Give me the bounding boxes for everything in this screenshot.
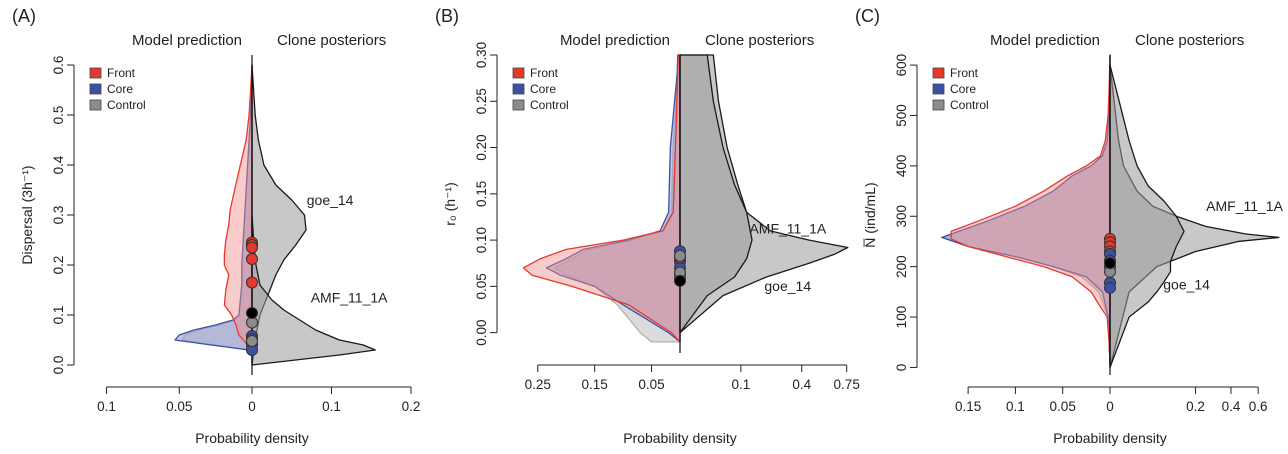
legend-swatch-front	[512, 67, 525, 79]
left-header: Model prediction	[560, 32, 670, 49]
y-tick-label: 0.30	[474, 42, 489, 68]
panel-b: (B) Model prediction Clone posteriors 0.00 0…	[435, 6, 860, 446]
panel-label: (C)	[855, 6, 880, 26]
y-axis-label: N̅ (ind/mL)	[862, 182, 878, 247]
right-header: Clone posteriors	[277, 32, 386, 49]
y-tick-label: 400	[894, 155, 909, 178]
y-tick-label: 300	[894, 205, 909, 228]
y-tick-label: 0.2	[51, 256, 66, 275]
y-tick-label: 100	[894, 306, 909, 329]
legend-label-core: Core	[107, 82, 133, 96]
y-tick-label: 600	[894, 54, 909, 77]
point-front	[246, 253, 258, 265]
point-control	[674, 249, 686, 262]
point-front	[246, 276, 258, 289]
point-highlight	[1104, 257, 1116, 270]
legend-swatch-core	[89, 83, 102, 95]
clone-density-goe-14	[1109, 64, 1185, 369]
model-density-core	[940, 54, 1111, 364]
x-axis-label: Probability density	[623, 430, 737, 446]
y-tick-label: 0.3	[51, 206, 66, 225]
y-tick-label: 0.05	[474, 273, 489, 299]
right-header: Clone posteriors	[705, 32, 814, 49]
x-tick-label: 0.25	[525, 377, 551, 392]
y-tick-label: 0	[894, 364, 909, 372]
clone-label: AMF_11_1A	[1206, 198, 1283, 214]
x-tick-label: 0.1	[322, 399, 341, 414]
legend-label-control: Control	[107, 98, 146, 112]
y-tick-label: 0.5	[51, 106, 66, 125]
y-tick-label: 0.1	[51, 306, 66, 325]
x-tick-label: 0.1	[1006, 399, 1025, 414]
panel-label: (A)	[12, 6, 36, 26]
legend-swatch-control	[89, 99, 102, 111]
x-tick-label: 0.05	[638, 377, 664, 392]
x-tick-label: 0.1	[97, 399, 116, 414]
legend-label-front: Front	[950, 66, 979, 80]
x-tick-label: 0.2	[402, 399, 421, 414]
left-header: Model prediction	[990, 32, 1100, 49]
x-axis-label: Probability density	[195, 430, 309, 446]
legend-label-front: Front	[530, 66, 559, 80]
model-density-front	[950, 54, 1111, 364]
legend-swatch-core	[932, 83, 945, 95]
left-header: Model prediction	[132, 32, 242, 49]
point-core	[1104, 281, 1116, 294]
y-tick-label: 0.00	[474, 319, 489, 345]
legend-swatch-front	[932, 67, 945, 79]
point-highlight	[246, 307, 258, 319]
x-tick-label: 0	[1106, 399, 1114, 414]
legend-label-core: Core	[530, 82, 556, 96]
y-axis-label: r₀ (h⁻¹)	[442, 182, 458, 226]
x-tick-label: 0.1	[731, 377, 750, 392]
y-tick-label: 0.15	[474, 181, 489, 207]
y-tick-label: 200	[894, 255, 909, 278]
x-axis-label: Probability density	[1053, 430, 1167, 446]
x-tick-label: 0.4	[792, 377, 811, 392]
y-tick-label: 0.6	[51, 56, 66, 75]
clone-label: AMF_11_1A	[749, 221, 826, 237]
point-front	[246, 241, 258, 254]
panel-label: (B)	[435, 6, 459, 26]
point-control	[246, 335, 258, 347]
y-tick-label: 500	[894, 104, 909, 127]
clone-density-goe-14	[679, 54, 753, 334]
clone-label: goe_14	[764, 278, 811, 294]
y-tick-label: 0.4	[51, 155, 66, 174]
legend-label-control: Control	[530, 98, 569, 112]
clone-label: goe_14	[307, 192, 354, 208]
point-highlight	[674, 274, 686, 287]
model-density-front	[522, 54, 681, 343]
legend-swatch-front	[89, 67, 102, 79]
clone-label: goe_14	[1163, 276, 1210, 292]
right-header: Clone posteriors	[1135, 32, 1244, 49]
model-density-front	[223, 64, 253, 351]
y-tick-label: 0.0	[51, 356, 66, 375]
x-tick-label: 0.05	[1050, 399, 1076, 414]
legend-label-core: Core	[950, 82, 976, 96]
y-axis-label: Dispersal (3h⁻¹)	[19, 165, 35, 264]
x-tick-label: 0.05	[166, 399, 192, 414]
model-density-core	[174, 64, 253, 351]
x-tick-label: 0.6	[1249, 399, 1268, 414]
x-tick-label: 0.15	[582, 377, 608, 392]
y-tick-label: 0.10	[474, 227, 489, 253]
x-tick-label: 0	[248, 399, 256, 414]
x-tick-label: 0.2	[1186, 399, 1205, 414]
clone-label: AMF_11_1A	[311, 290, 388, 306]
legend-label-control: Control	[950, 98, 989, 112]
panel-c: (C) Model prediction Clone posteriors 0 100 2…	[855, 6, 1284, 446]
legend-swatch-control	[932, 99, 945, 111]
x-tick-label: 0.75	[834, 377, 860, 392]
legend-swatch-control	[512, 99, 525, 111]
panel-a: (A) Model prediction Clone posteriors 0.0 0.…	[12, 6, 420, 446]
legend-label-front: Front	[107, 66, 136, 80]
x-tick-label: 0.15	[955, 399, 981, 414]
legend-swatch-core	[512, 83, 525, 95]
x-tick-label: 0.4	[1222, 399, 1241, 414]
y-tick-label: 0.20	[474, 134, 489, 160]
y-tick-label: 0.25	[474, 88, 489, 114]
